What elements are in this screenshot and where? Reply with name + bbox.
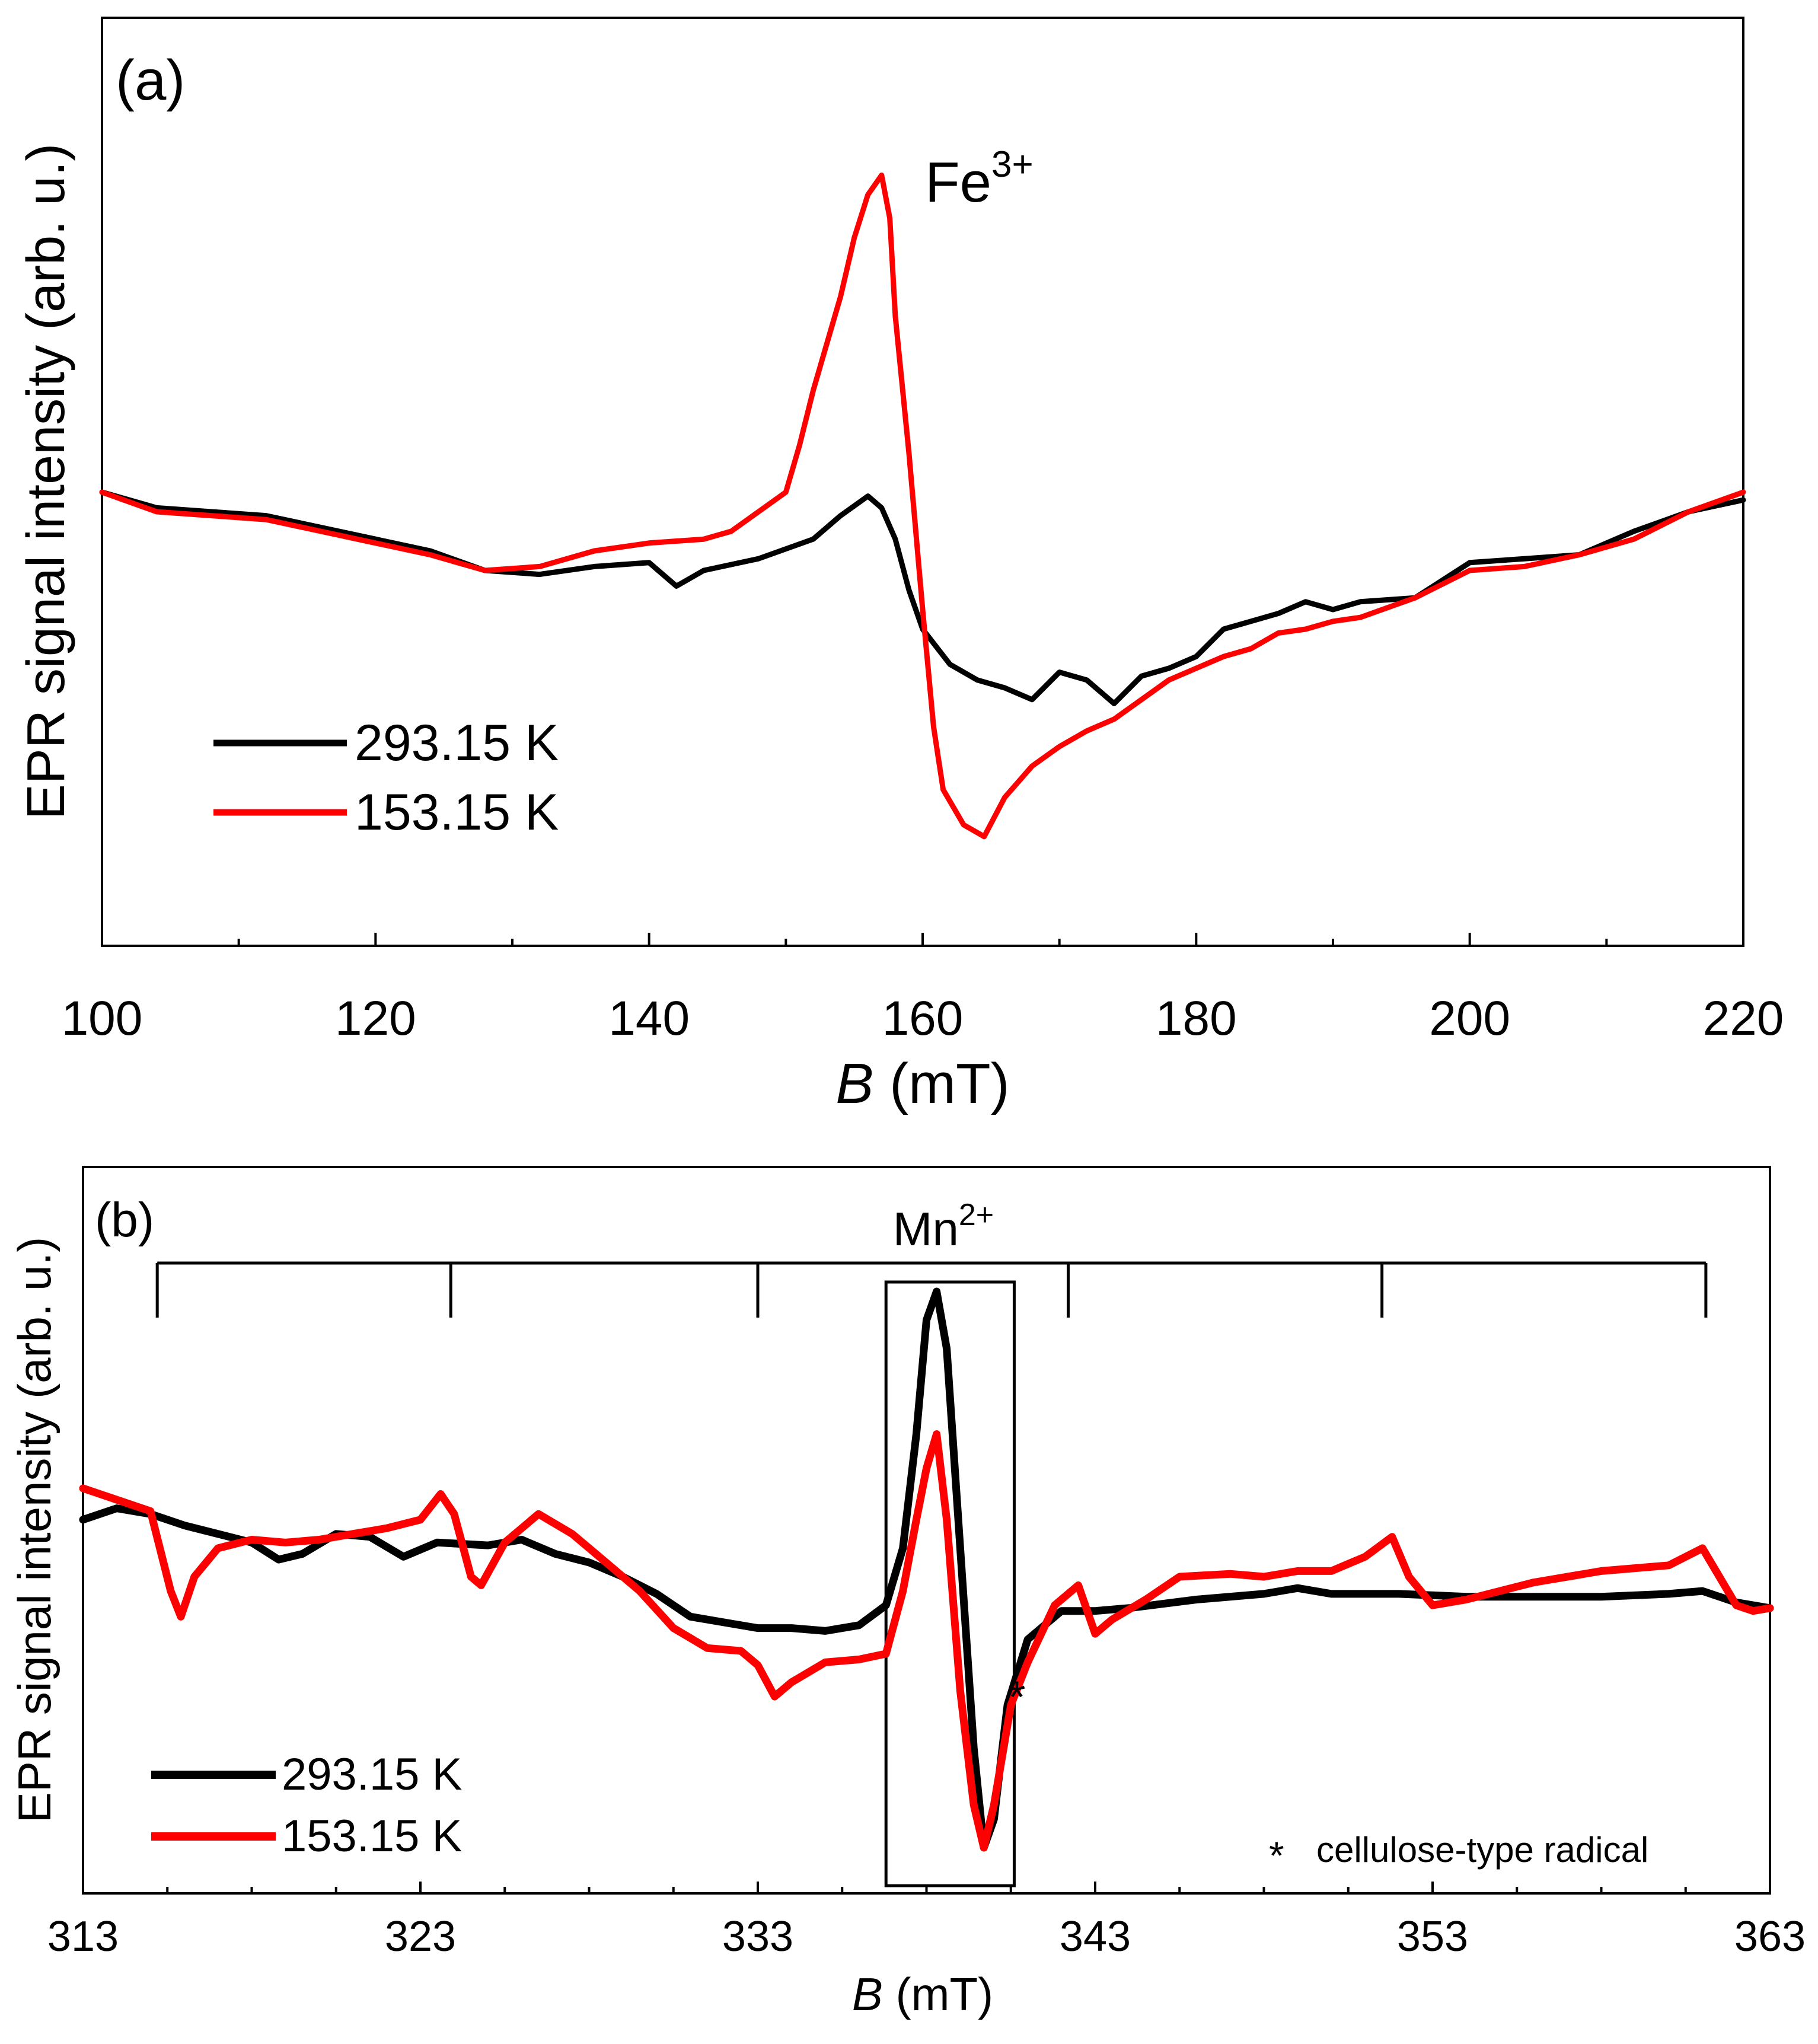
- panel-b-label: (b): [95, 1193, 154, 1247]
- boxed-radical-region: [884, 1280, 1016, 1887]
- footnote-asterisk: *: [1269, 1833, 1284, 1877]
- footnote-text: cellulose-type radical: [1316, 1830, 1648, 1870]
- panel-a-series: [99, 172, 1746, 840]
- asterisk-marker: *: [1008, 1672, 1026, 1723]
- x-tick-label: 120: [335, 991, 416, 1045]
- x-tick-label: 140: [608, 991, 690, 1045]
- panel-a-ticks: [101, 933, 1744, 946]
- panel-a-label: (a): [116, 49, 185, 112]
- panel-b-series: [79, 1287, 1774, 1852]
- series-line-153-15-K: [99, 172, 1746, 840]
- x-axis-title-symbol: B: [835, 1052, 873, 1115]
- panel-b-tick-labels: 313 323 333 343 353 363: [47, 1913, 1806, 1960]
- panel-a-tick-labels: 100 120 140 160 180 200 220: [62, 991, 1784, 1045]
- x-tick-label: 100: [62, 991, 143, 1045]
- radical-footnote: * cellulose-type radical: [1269, 1830, 1648, 1877]
- panel-a: (a) 100 120 140 160 180 200 220 B (mT) E…: [17, 17, 1784, 1115]
- panel-b-y-axis-title: EPR signal intensity (arb. u.): [8, 1237, 60, 1823]
- panel-b-legend: 293.15 K 153.15 K: [151, 1749, 462, 1861]
- fe-charge: 3+: [991, 144, 1034, 185]
- mn2-annotation: Mn2+: [893, 1198, 994, 1255]
- legend-label-153K: 153.15 K: [282, 1811, 462, 1861]
- x-tick-label: 333: [722, 1913, 793, 1960]
- fe-label: Fe: [925, 151, 991, 214]
- x-tick-label: 313: [47, 1913, 119, 1960]
- legend-label-153K: 153.15 K: [355, 784, 559, 841]
- x-tick-label: 180: [1156, 991, 1237, 1045]
- x-axis-title-unit: (mT): [873, 1052, 1009, 1115]
- panel-b: (b) 313 323 333 343 353 363 B (mT) EPR s…: [8, 1166, 1806, 2020]
- x-tick-label: 343: [1060, 1913, 1131, 1960]
- x-axis-title-unit: (mT): [883, 1968, 993, 2020]
- panel-a-x-axis-title: B (mT): [835, 1052, 1009, 1115]
- panel-a-legend: 293.15 K 153.15 K: [213, 715, 559, 841]
- x-tick-label: 160: [882, 991, 964, 1045]
- panel-a-frame: [101, 17, 1744, 947]
- legend-label-293K: 293.15 K: [282, 1749, 462, 1800]
- x-tick-label: 220: [1703, 991, 1784, 1045]
- panel-a-y-axis-title: EPR signal intensity (arb. u.): [17, 144, 76, 819]
- series-line-153-15-K: [79, 1430, 1774, 1852]
- x-tick-label: 353: [1397, 1913, 1468, 1960]
- fe3-annotation: Fe3+: [925, 144, 1034, 214]
- mn-hyperfine-markers: [155, 1261, 1708, 1318]
- x-tick-label: 200: [1429, 991, 1510, 1045]
- legend-label-293K: 293.15 K: [355, 715, 559, 771]
- panel-b-ticks: [82, 1882, 1771, 1893]
- x-axis-title-symbol: B: [852, 1968, 883, 2020]
- x-tick-label: 363: [1734, 1913, 1806, 1960]
- panel-b-x-axis-title: B (mT): [852, 1968, 993, 2020]
- x-tick-label: 323: [385, 1913, 456, 1960]
- mn-label: Mn: [893, 1203, 959, 1255]
- mn-charge: 2+: [959, 1198, 994, 1232]
